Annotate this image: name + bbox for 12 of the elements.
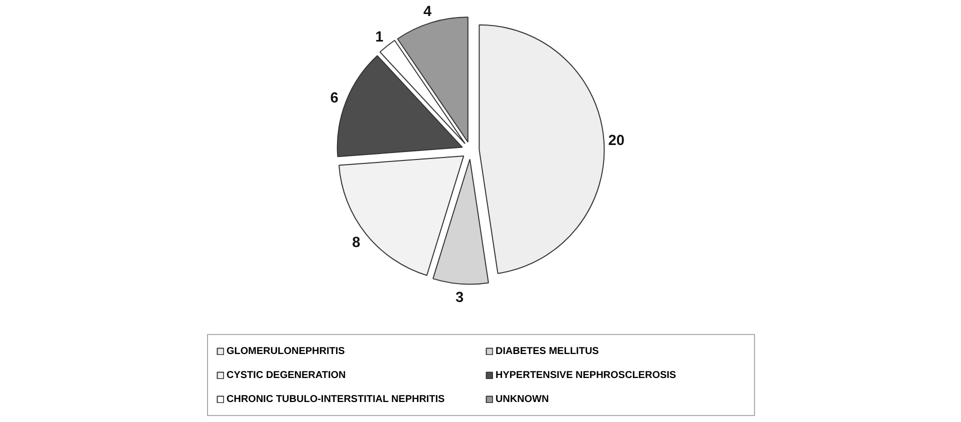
legend-label: DIABETES MELLITUS [496, 344, 600, 358]
data-label: 6 [330, 90, 338, 107]
legend-label: GLOMERULONEPHRITIS [226, 344, 346, 358]
legend-label: UNKNOWN [496, 392, 550, 406]
data-label: 1 [375, 30, 384, 46]
legend-label: CHRONIC TUBULO-INTERSTITIAL NEPHRITIS [226, 392, 446, 406]
data-label: 20 [608, 133, 624, 150]
legend-label: CYSTIC DEGENERATION [226, 368, 347, 382]
data-label: 8 [352, 235, 360, 252]
legend-label: HYPERTENSIVE NEPHROSCLEROSIS [496, 368, 678, 382]
data-label: 4 [423, 4, 432, 20]
data-label: 3 [455, 290, 464, 306]
